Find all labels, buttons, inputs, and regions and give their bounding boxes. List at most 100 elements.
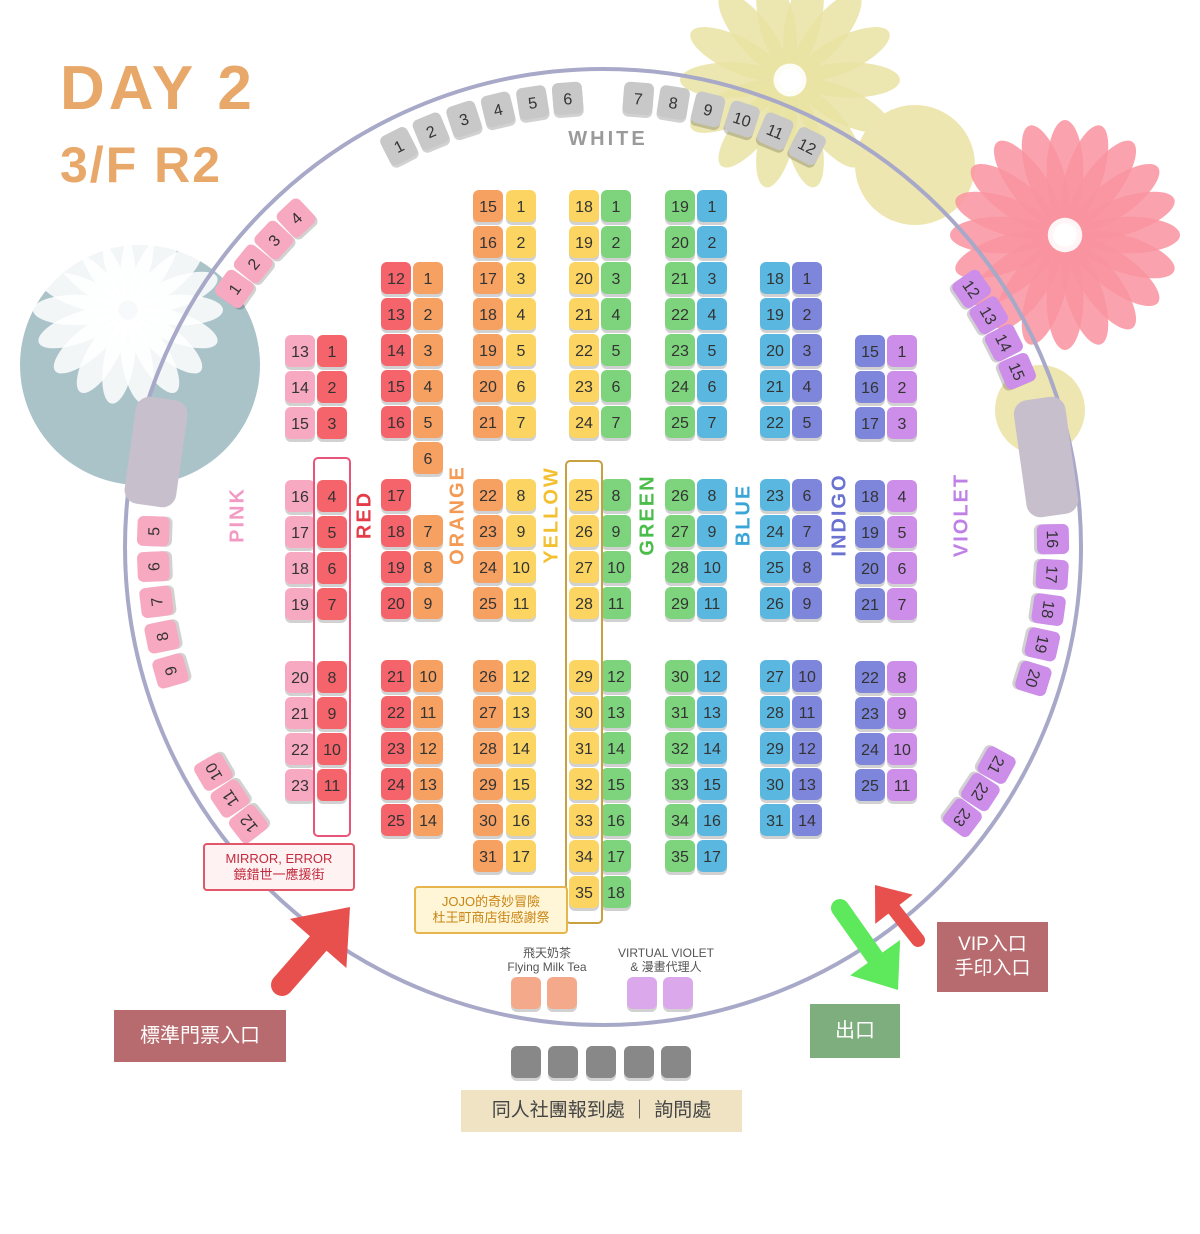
booth-violet_col-6[interactable]: 6 [887,552,917,587]
booth-yellow_a-16[interactable]: 16 [506,804,536,839]
booth-green_a-1[interactable]: 1 [601,190,631,225]
booth-yellow_a-9[interactable]: 9 [506,515,536,550]
booth-orange_b-24[interactable]: 24 [473,551,503,586]
booth-orange_a-12[interactable]: 12 [413,732,443,767]
booth-pink_outer_3-11[interactable]: 11 [208,776,254,820]
booth-white_right-9[interactable]: 9 [689,90,726,131]
booth-yellow_b-31[interactable]: 31 [569,732,599,767]
booth-yellow_b-19[interactable]: 19 [569,226,599,261]
booth-green_b-29[interactable]: 29 [665,587,695,622]
booth-green_a-16[interactable]: 16 [601,804,631,839]
booth-orange_b-27[interactable]: 27 [473,696,503,731]
booth-blue_a-17[interactable]: 17 [697,840,727,875]
booth-violet_col-7[interactable]: 7 [887,588,917,623]
booth-white_right-7[interactable]: 7 [622,81,655,119]
booth-indigo_a-6[interactable]: 6 [792,479,822,514]
booth-yellow_a-7[interactable]: 7 [506,406,536,441]
booth-blue_a-14[interactable]: 14 [697,732,727,767]
booth-red_b-15[interactable]: 15 [381,370,411,405]
booth-violet_col-1[interactable]: 1 [887,335,917,370]
booth-violet_outer_3-23[interactable]: 23 [938,794,984,839]
booth-blue_a-12[interactable]: 12 [697,660,727,695]
booth-indigo_b-25[interactable]: 25 [855,769,885,804]
booth-blue_b-24[interactable]: 24 [760,515,790,550]
booth-orange_b-17[interactable]: 17 [473,262,503,297]
booth-orange_b-29[interactable]: 29 [473,768,503,803]
booth-green_a-9[interactable]: 9 [601,515,631,550]
booth-indigo_b-17[interactable]: 17 [855,407,885,442]
booth-blue_b-26[interactable]: 26 [760,587,790,622]
booth-blue_a-11[interactable]: 11 [697,587,727,622]
booth-yellow_a-10[interactable]: 10 [506,551,536,586]
booth-pink_col-16[interactable]: 16 [285,480,315,515]
booth-pink_outer_1-4[interactable]: 4 [274,196,320,242]
registration-desk-2[interactable] [548,1046,578,1081]
booth-blue_a-7[interactable]: 7 [697,406,727,441]
booth-indigo_a-8[interactable]: 8 [792,551,822,586]
booth-orange_b-18[interactable]: 18 [473,298,503,333]
booth-red_a-4[interactable]: 4 [317,480,347,515]
booth-red_a-7[interactable]: 7 [317,588,347,623]
booth-red_a-10[interactable]: 10 [317,733,347,768]
booth-white_left-1[interactable]: 1 [378,125,421,170]
booth-pink_col-15[interactable]: 15 [285,407,315,442]
booth-yellow_a-2[interactable]: 2 [506,226,536,261]
booth-white_left-4[interactable]: 4 [480,90,517,131]
booth-violet_outer_2-17[interactable]: 17 [1032,558,1069,591]
booth-blue_a-8[interactable]: 8 [697,479,727,514]
booth-violet_col-10[interactable]: 10 [887,733,917,768]
booth-orange_b-22[interactable]: 22 [473,479,503,514]
booth-green_b-27[interactable]: 27 [665,515,695,550]
registration-desk-4[interactable] [624,1046,654,1081]
booth-blue_a-6[interactable]: 6 [697,370,727,405]
booth-green_b-31[interactable]: 31 [665,696,695,731]
booth-violet_outer_1-13[interactable]: 13 [965,294,1010,338]
booth-yellow_a-14[interactable]: 14 [506,732,536,767]
booth-orange_a-14[interactable]: 14 [413,804,443,839]
booth-yellow_b-28[interactable]: 28 [569,587,599,622]
booth-yellow_a-4[interactable]: 4 [506,298,536,333]
booth-yellow_b-23[interactable]: 23 [569,370,599,405]
booth-pink_outer_1-1[interactable]: 1 [213,267,259,312]
booth-red_a-6[interactable]: 6 [317,552,347,587]
booth-red_a-8[interactable]: 8 [317,661,347,696]
booth-indigo_b-15[interactable]: 15 [855,335,885,370]
booth-indigo_a-3[interactable]: 3 [792,334,822,369]
booth-indigo_a-13[interactable]: 13 [792,768,822,803]
booth-red_b-25[interactable]: 25 [381,804,411,839]
booth-yellow_a-15[interactable]: 15 [506,768,536,803]
booth-violet_outer_1-14[interactable]: 14 [980,322,1025,365]
booth-red_a-1[interactable]: 1 [317,335,347,370]
booth-blue_b-25[interactable]: 25 [760,551,790,586]
booth-pink_col-13[interactable]: 13 [285,335,315,370]
booth-green_a-6[interactable]: 6 [601,370,631,405]
booth-violet_outer_2-18[interactable]: 18 [1028,592,1067,627]
booth-yellow_b-35[interactable]: 35 [569,876,599,911]
booth-red_b-14[interactable]: 14 [381,334,411,369]
booth-green_b-25[interactable]: 25 [665,406,695,441]
booth-orange_b-31[interactable]: 31 [473,840,503,875]
booth-violet_outer_2-20[interactable]: 20 [1011,659,1053,698]
booth-yellow_a-17[interactable]: 17 [506,840,536,875]
booth-yellow_a-5[interactable]: 5 [506,334,536,369]
booth-blue_a-3[interactable]: 3 [697,262,727,297]
booth-yellow_b-33[interactable]: 33 [569,804,599,839]
booth-indigo_b-19[interactable]: 19 [855,516,885,551]
booth-indigo_a-5[interactable]: 5 [792,406,822,441]
booth-yellow_a-6[interactable]: 6 [506,370,536,405]
booth-pink_outer_2-6[interactable]: 6 [137,551,173,583]
booth-blue_b-20[interactable]: 20 [760,334,790,369]
booth-red_b-18[interactable]: 18 [381,515,411,550]
booth-yellow_b-21[interactable]: 21 [569,298,599,333]
booth-green_b-33[interactable]: 33 [665,768,695,803]
booth-yellow_b-30[interactable]: 30 [569,696,599,731]
booth-pink_outer_3-12[interactable]: 12 [227,801,273,846]
booth-blue_a-4[interactable]: 4 [697,298,727,333]
booth-red_b-19[interactable]: 19 [381,551,411,586]
booth-orange_a-3[interactable]: 3 [413,334,443,369]
booth-green_a-7[interactable]: 7 [601,406,631,441]
booth-pink_col-18[interactable]: 18 [285,552,315,587]
booth-red_b-20[interactable]: 20 [381,587,411,622]
booth-white_right-8[interactable]: 8 [656,84,691,123]
booth-indigo_b-22[interactable]: 22 [855,661,885,696]
